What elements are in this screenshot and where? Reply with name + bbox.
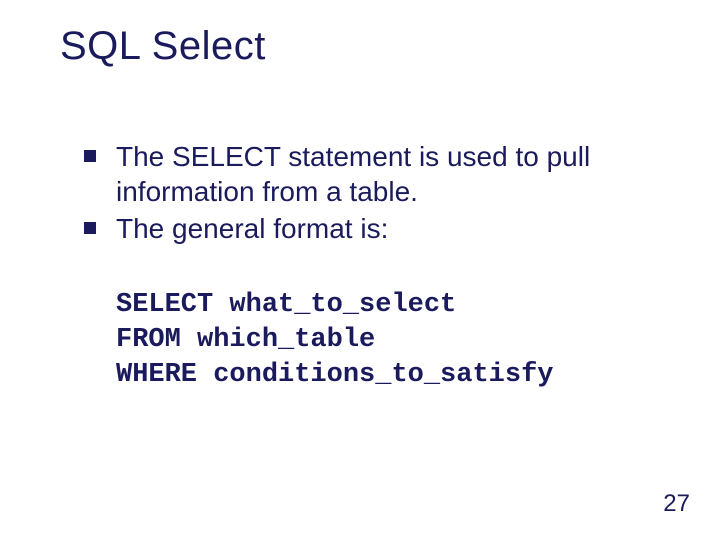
page-number: 27 [663,490,690,518]
bullet-item: The SELECT statement is used to pull inf… [80,139,660,209]
bullet-list: The SELECT statement is used to pull inf… [80,139,660,246]
code-block: SELECT what_to_select FROM which_table W… [116,288,660,393]
bullet-item: The general format is: [80,211,660,246]
slide: SQL Select The SELECT statement is used … [0,0,720,540]
slide-title: SQL Select [60,24,720,69]
code-line: WHERE conditions_to_satisfy [116,358,660,393]
code-line: FROM which_table [116,323,660,358]
code-line: SELECT what_to_select [116,288,660,323]
slide-content: The SELECT statement is used to pull inf… [80,139,660,393]
